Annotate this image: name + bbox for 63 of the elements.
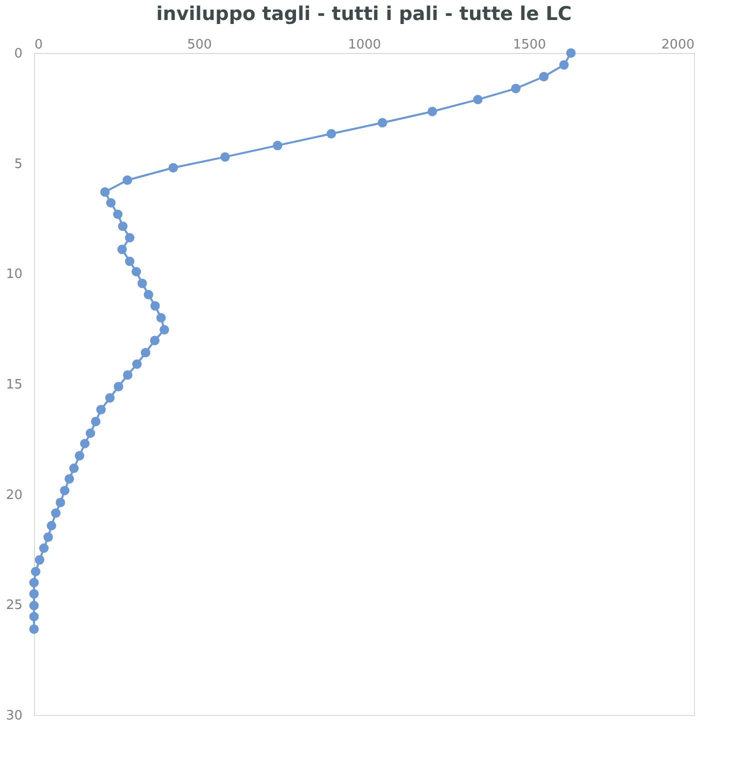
x-tick-label: 1000 — [348, 38, 382, 52]
point — [80, 438, 90, 448]
point — [150, 336, 160, 346]
y-tick-label: 5 — [14, 156, 22, 172]
point — [29, 600, 39, 610]
x-tick-label: 500 — [187, 38, 212, 52]
point — [60, 486, 70, 496]
point — [160, 324, 170, 334]
y-tick-label: 15 — [6, 378, 22, 392]
point — [122, 370, 132, 380]
x-tick-label: 2000 — [661, 38, 694, 52]
point — [51, 508, 61, 518]
point — [378, 118, 388, 128]
point — [124, 256, 134, 266]
x-tick-label: 1500 — [512, 38, 546, 52]
y-tick-label: 20 — [6, 488, 22, 503]
point — [114, 382, 124, 392]
chart-title: inviluppo tagli - tutti i pali - tutte le LC — [156, 3, 572, 25]
point — [39, 543, 49, 553]
point — [428, 106, 438, 116]
point — [43, 532, 53, 542]
y-tick-label: 30 — [6, 708, 22, 724]
point — [168, 163, 178, 172]
point — [74, 450, 84, 460]
point — [113, 210, 123, 220]
point — [29, 624, 39, 634]
point — [29, 589, 39, 599]
x-tick-label: 0 — [34, 38, 43, 52]
point — [124, 232, 134, 242]
point — [150, 301, 160, 311]
point — [559, 60, 569, 70]
point — [64, 474, 74, 484]
point — [117, 244, 127, 254]
point — [539, 72, 549, 82]
point — [56, 498, 66, 508]
point — [86, 428, 96, 438]
y-tick-label: 25 — [6, 598, 22, 614]
point — [90, 416, 100, 426]
point — [566, 48, 576, 58]
point — [140, 348, 150, 358]
point — [272, 140, 282, 150]
point — [137, 278, 147, 288]
point — [144, 290, 154, 300]
point — [511, 84, 521, 94]
point — [30, 566, 40, 576]
point — [132, 359, 142, 369]
point — [29, 578, 39, 588]
point — [96, 404, 106, 414]
point — [122, 175, 132, 185]
point — [46, 520, 56, 530]
point — [326, 129, 336, 138]
point — [118, 221, 128, 231]
point — [100, 187, 110, 197]
point — [220, 152, 230, 162]
point — [34, 555, 44, 565]
y-tick-label: 10 — [6, 267, 22, 282]
point — [106, 198, 116, 208]
point — [105, 393, 115, 403]
point — [69, 464, 79, 474]
point — [29, 612, 39, 622]
point — [156, 313, 166, 323]
point — [473, 94, 483, 104]
point — [132, 266, 142, 276]
